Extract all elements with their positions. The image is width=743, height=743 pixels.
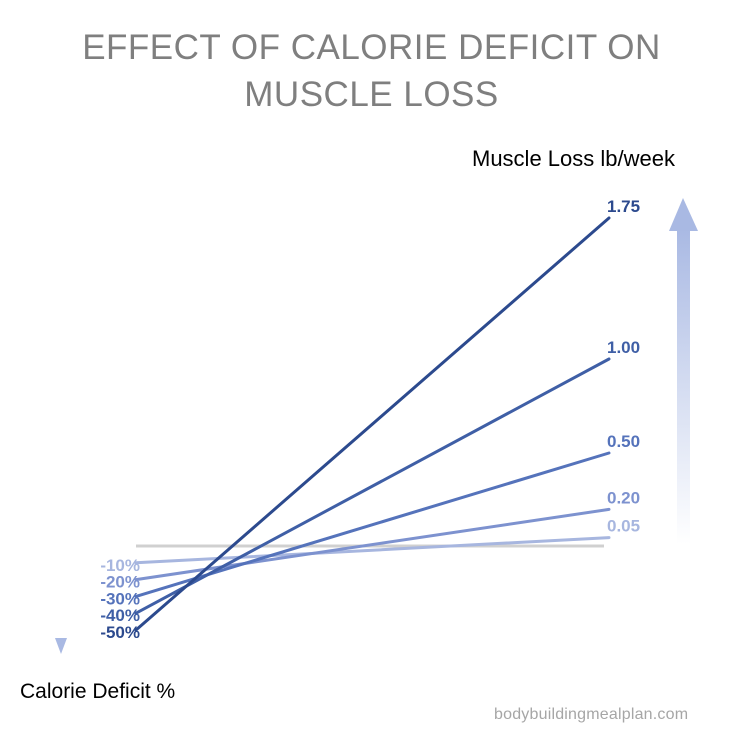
end-label-1: 1.75 bbox=[607, 197, 640, 216]
end-label-2: 1.00 bbox=[607, 338, 640, 357]
chart-title-line1: EFFECT OF CALORIE DEFICIT ON bbox=[82, 28, 661, 67]
chart-title-line2: MUSCLE LOSS bbox=[244, 75, 499, 114]
end-label-5: 0.05 bbox=[607, 517, 640, 536]
start-label-2: -20% bbox=[100, 573, 140, 592]
y-axis-label: Muscle Loss lb/week bbox=[472, 146, 675, 171]
end-label-4: 0.20 bbox=[607, 488, 640, 507]
series-line-5 bbox=[134, 216, 611, 632]
x-axis-label: Calorie Deficit % bbox=[20, 680, 176, 703]
series-group bbox=[134, 216, 611, 632]
start-label-3: -30% bbox=[100, 589, 140, 608]
series-line-2 bbox=[134, 507, 611, 582]
down-arrow-icon bbox=[55, 552, 67, 654]
series-line-1 bbox=[134, 536, 611, 565]
up-arrow-icon bbox=[669, 198, 698, 544]
start-label-5: -50% bbox=[100, 623, 140, 642]
chart-title: EFFECT OF CALORIE DEFICIT ON MUSCLE LOSS bbox=[0, 24, 743, 118]
end-label-3: 0.50 bbox=[607, 432, 640, 451]
start-labels: -10%-20%-30%-40%-50% bbox=[100, 556, 140, 642]
series-line-4 bbox=[134, 357, 611, 615]
start-label-1: -10% bbox=[100, 556, 140, 575]
end-labels: 1.75 1.00 0.50 0.20 0.05 bbox=[607, 197, 640, 536]
start-label-4: -40% bbox=[100, 606, 140, 625]
watermark: bodybuildingmealplan.com bbox=[494, 706, 689, 723]
